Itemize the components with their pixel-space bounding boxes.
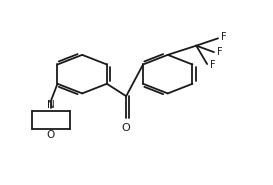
Text: N: N: [47, 100, 55, 110]
Text: F: F: [217, 47, 223, 57]
Text: F: F: [210, 60, 215, 70]
Text: O: O: [122, 123, 130, 133]
Text: F: F: [221, 32, 227, 42]
Text: O: O: [47, 130, 55, 140]
